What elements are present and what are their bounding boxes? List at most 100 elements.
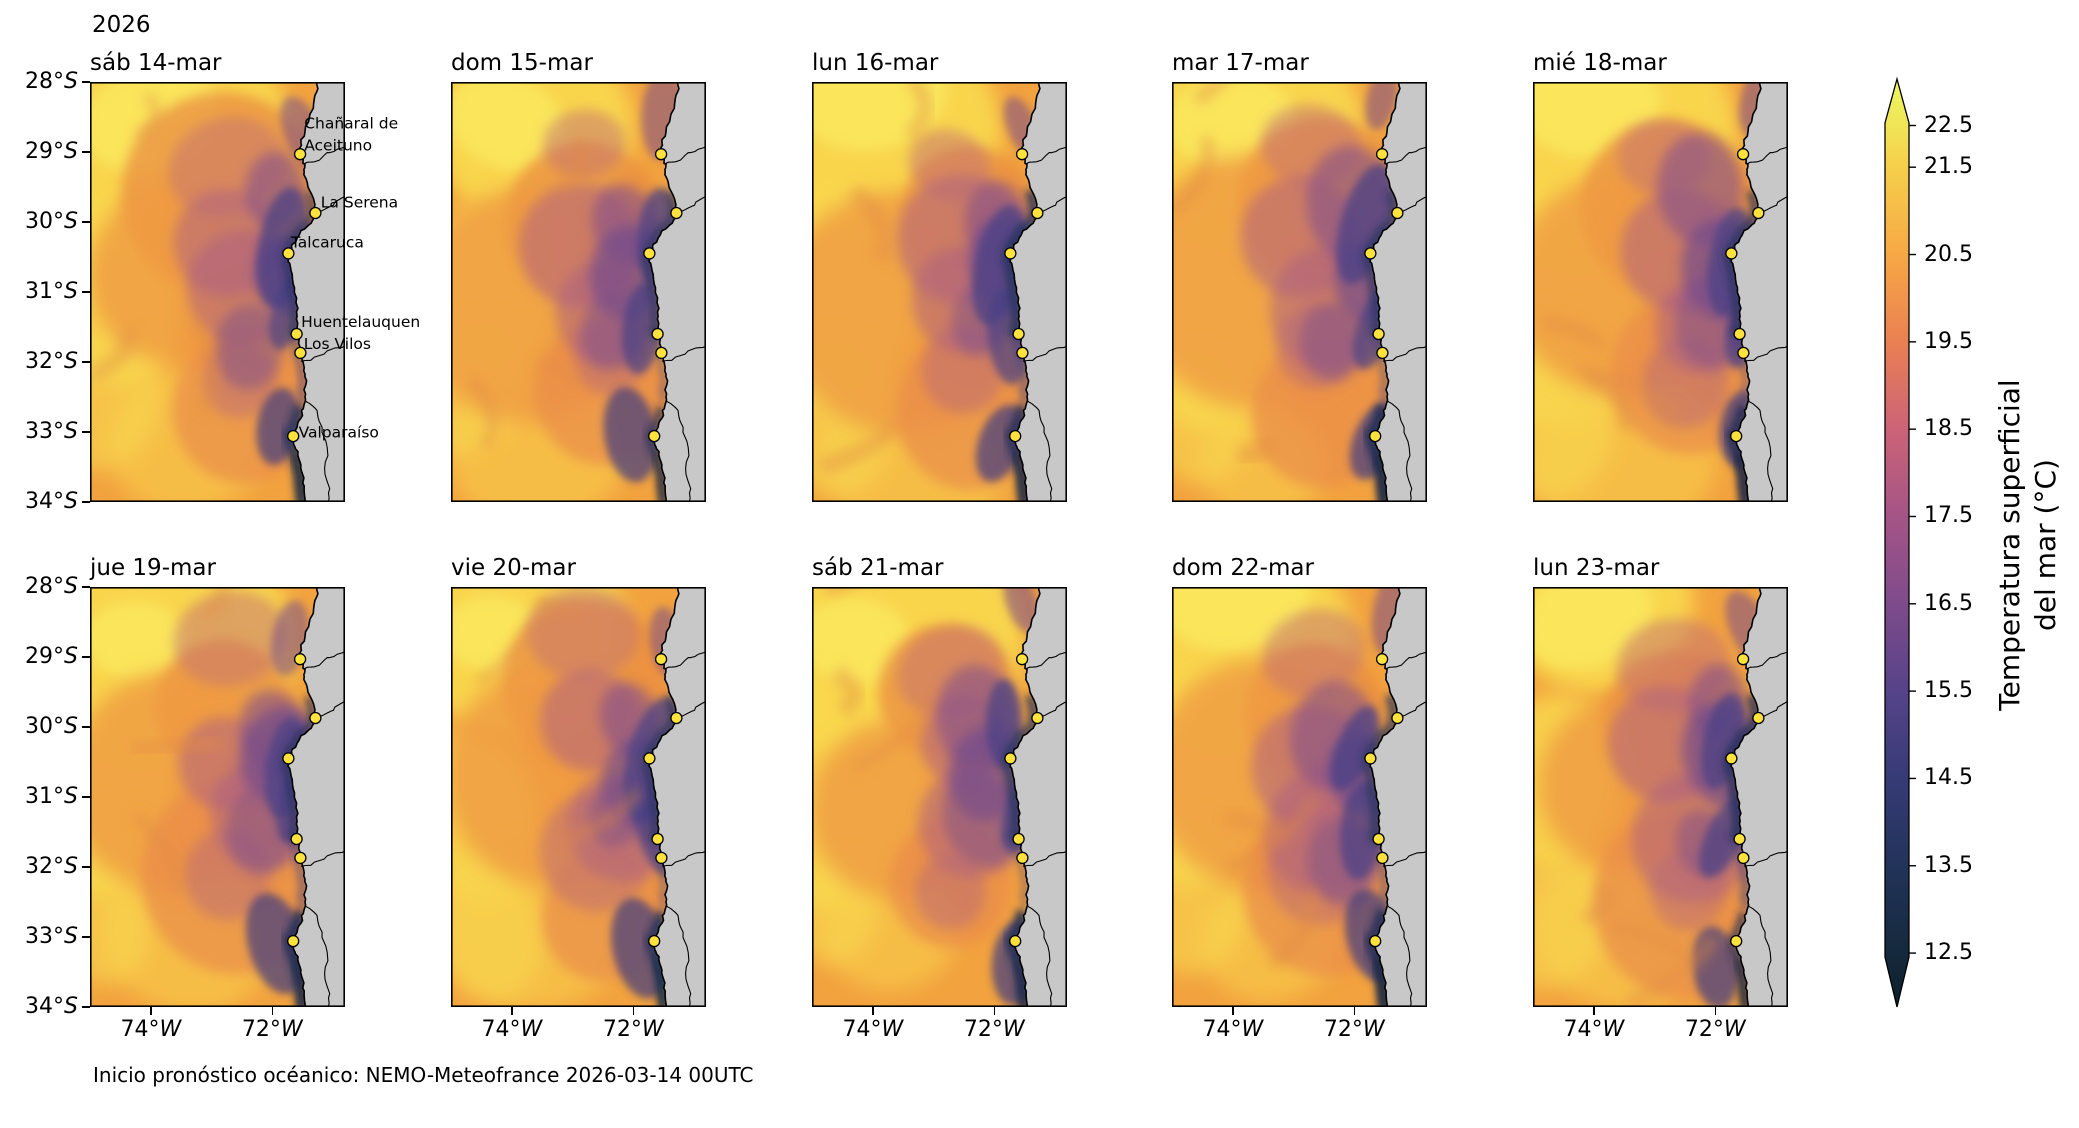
- city-marker: [1730, 429, 1743, 443]
- lon-tick-label: 74°W: [1563, 1017, 1625, 1042]
- city-marker: [1016, 851, 1029, 865]
- admin-border: [662, 345, 706, 362]
- lat-tick-mark: [82, 221, 90, 223]
- colorbar-tick-label: 13.5: [1924, 852, 1973, 878]
- city-label: Aceituno: [304, 137, 372, 155]
- admin-border: [1383, 345, 1427, 362]
- city-marker: [1012, 832, 1025, 846]
- colorbar-tick-label: 21.5: [1924, 154, 1973, 180]
- lat-tick-label: 28°S: [25, 574, 78, 599]
- city-marker: [1015, 148, 1029, 161]
- lon-tick-label: 72°W: [1684, 1017, 1746, 1042]
- lat-tick-label: 31°S: [25, 784, 78, 809]
- lat-tick-label: 34°S: [25, 994, 78, 1019]
- city-marker: [1736, 148, 1750, 161]
- city-marker: [1369, 429, 1382, 443]
- city-marker: [1364, 247, 1377, 260]
- panel-border: [451, 82, 706, 502]
- colorbar-tick-label: 15.5: [1924, 678, 1973, 704]
- panel-title: vie 20-mar: [451, 555, 576, 581]
- land-area: [1370, 82, 1427, 502]
- admin-border: [1744, 345, 1788, 362]
- colorbar-tick-label: 18.5: [1924, 416, 1973, 442]
- admin-border: [1397, 701, 1427, 720]
- admin-border: [662, 850, 706, 867]
- lat-tick-mark: [82, 501, 90, 503]
- lat-tick-mark: [82, 151, 90, 153]
- colorbar-tick-label: 16.5: [1924, 590, 1973, 616]
- city-marker: [1391, 711, 1404, 725]
- lon-tick-mark: [150, 1007, 152, 1015]
- city-label: Valparaíso: [299, 424, 379, 442]
- city-marker: [287, 934, 300, 948]
- city-marker: [648, 429, 661, 443]
- lat-tick-label: 29°S: [25, 644, 78, 669]
- map-panel-2026-03-15: [451, 82, 706, 502]
- admin-border: [1746, 651, 1788, 670]
- land-area: [1010, 82, 1067, 502]
- land-area: [288, 587, 345, 1007]
- city-marker: [290, 327, 303, 341]
- city-label: Chañaral de: [304, 115, 398, 133]
- city-marker: [1004, 752, 1017, 765]
- colorbar-tick-label: 19.5: [1924, 328, 1973, 354]
- admin-border: [1385, 146, 1427, 165]
- panel-title: jue 19-mar: [90, 555, 216, 581]
- land-area: [1370, 587, 1427, 1007]
- city-marker: [1016, 346, 1029, 360]
- admin-border: [1758, 701, 1788, 720]
- admin-border: [1397, 196, 1427, 215]
- admin-border: [1025, 146, 1067, 165]
- city-marker: [643, 752, 656, 765]
- admin-border: [666, 905, 692, 1007]
- admin-border: [1025, 651, 1067, 670]
- lon-tick-mark: [632, 1007, 635, 1015]
- map-panel-2026-03-20: [451, 587, 706, 1007]
- city-marker: [1391, 206, 1404, 220]
- land-area: [1731, 587, 1788, 1007]
- lat-tick-mark: [82, 796, 90, 798]
- city-marker: [1752, 206, 1765, 220]
- city-marker: [309, 711, 322, 725]
- lat-tick-mark: [82, 81, 90, 83]
- admin-border: [1744, 850, 1788, 867]
- city-marker: [1737, 346, 1750, 360]
- city-marker: [670, 711, 683, 725]
- colorbar-label-line2: del mar (°C): [2029, 459, 2062, 631]
- admin-border: [1746, 146, 1788, 165]
- city-marker: [1375, 653, 1389, 666]
- city-marker: [1364, 752, 1377, 765]
- lon-tick-label: 72°W: [602, 1017, 664, 1042]
- lat-tick-mark: [82, 586, 90, 588]
- city-marker: [651, 832, 664, 846]
- colorbar-bar: [1884, 76, 1910, 1008]
- admin-border: [1023, 345, 1067, 362]
- city-marker: [1730, 934, 1743, 948]
- city-marker: [1012, 327, 1025, 341]
- lat-tick-label: 34°S: [25, 489, 78, 514]
- city-marker: [654, 148, 668, 161]
- city-label: Huentelauquen: [301, 313, 420, 331]
- panel-title: dom 22-mar: [1172, 555, 1314, 581]
- map-panel-2026-03-16: [812, 82, 1067, 502]
- admin-border: [315, 701, 345, 720]
- panel-title: lun 23-mar: [1533, 555, 1660, 581]
- lon-tick-mark: [1714, 1007, 1717, 1015]
- lon-tick-label: 72°W: [1323, 1017, 1385, 1042]
- admin-border: [1748, 400, 1774, 502]
- city-marker: [1376, 346, 1389, 360]
- panel-border: [812, 587, 1067, 1007]
- city-marker: [643, 247, 656, 260]
- admin-border: [305, 400, 331, 502]
- admin-border: [1387, 400, 1413, 502]
- lat-tick-label: 32°S: [25, 854, 78, 879]
- admin-border: [1383, 850, 1427, 867]
- land-area: [649, 587, 706, 1007]
- colorbar-label-line1: Temperatura superficial: [1993, 379, 2026, 711]
- lon-tick-label: 72°W: [963, 1017, 1025, 1042]
- city-marker: [1737, 851, 1750, 865]
- lat-tick-mark: [82, 936, 90, 938]
- admin-border: [664, 146, 706, 165]
- city-marker: [1376, 851, 1389, 865]
- lon-tick-label: 74°W: [120, 1017, 182, 1042]
